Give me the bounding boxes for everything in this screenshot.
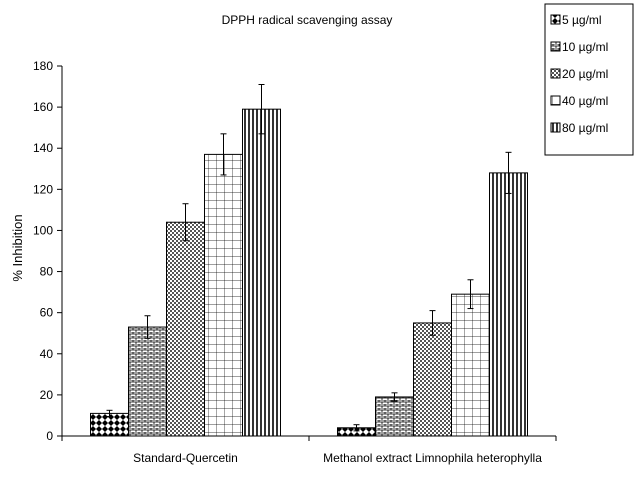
y-tick-label: 120 <box>33 182 53 196</box>
bar <box>242 108 281 437</box>
legend-swatch <box>550 122 561 133</box>
bar <box>375 396 414 437</box>
legend-swatch <box>550 14 561 25</box>
legend: 5 µg/ml 10 µg/ml 20 µg/ml 40 µg/ml 80 µg/ml <box>544 3 634 156</box>
bar <box>128 326 167 437</box>
chart-title: DPPH radical scavenging assay <box>222 13 393 27</box>
y-tick-label: 140 <box>33 141 53 155</box>
y-tick-label: 100 <box>33 223 53 237</box>
legend-label: 5 µg/ml <box>562 13 602 27</box>
category-label: Standard-Quercetin <box>133 451 238 465</box>
y-tick-label: 180 <box>33 59 53 73</box>
legend-label: 80 µg/ml <box>562 121 608 135</box>
bar <box>204 153 243 437</box>
legend-label: 20 µg/ml <box>562 67 608 81</box>
plot-area: 0 20 40 60 80 100 120 140 160 180 Standard-Quercet… <box>33 59 557 465</box>
y-tick-label: 0 <box>46 429 53 443</box>
category-label: Methanol extract Limnophila heterophylla <box>323 451 542 465</box>
y-tick-label: 40 <box>40 347 54 361</box>
legend-label: 10 µg/ml <box>562 40 608 54</box>
y-axis-title: % Inhibition <box>10 214 25 281</box>
y-tick-label: 60 <box>40 306 54 320</box>
bar <box>166 221 205 437</box>
y-tick-label: 160 <box>33 100 53 114</box>
y-tick-label: 80 <box>40 265 54 279</box>
bar <box>451 293 490 437</box>
bar <box>413 322 452 437</box>
bar <box>489 172 528 437</box>
legend-label: 40 µg/ml <box>562 94 608 108</box>
legend-swatch <box>550 68 561 79</box>
legend-swatch <box>550 41 561 52</box>
y-tick-label: 20 <box>40 388 54 402</box>
legend-swatch <box>550 95 561 106</box>
